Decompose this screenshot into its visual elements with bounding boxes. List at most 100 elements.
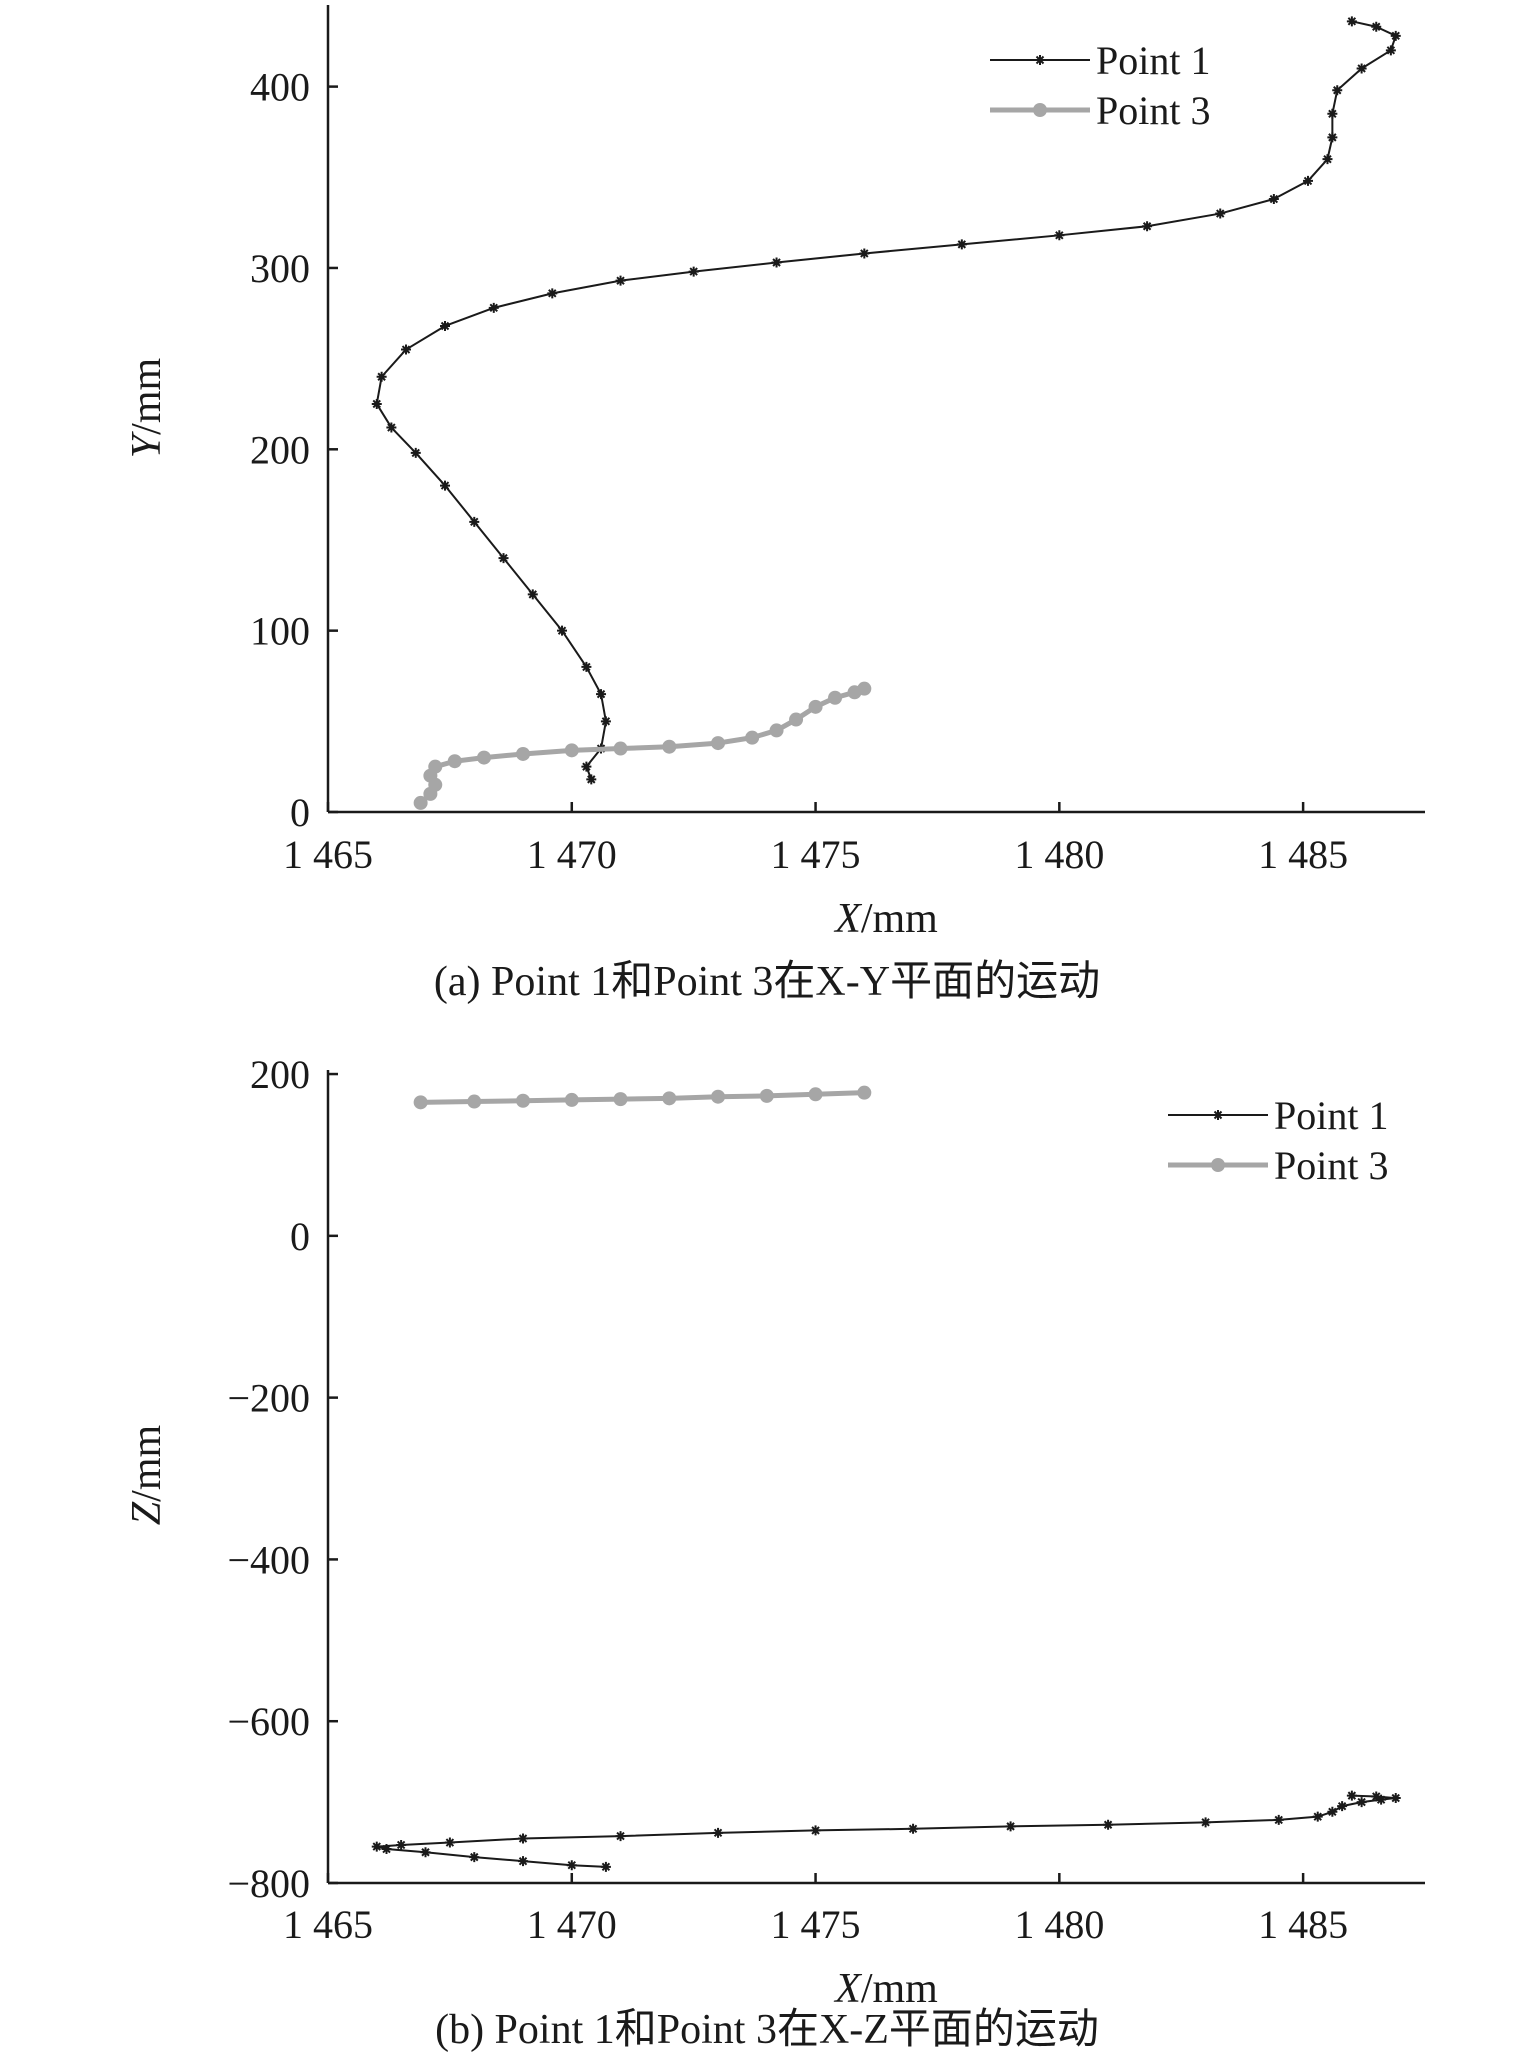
data-point-marker [413,1095,428,1110]
x-tick-label: 1 480 [1014,1902,1104,1947]
data-point-marker [1346,16,1357,27]
data-point-marker [488,302,499,313]
data-point-marker [1322,154,1333,165]
data-point-marker [808,699,823,714]
data-point-marker [596,689,607,700]
data-point-marker [1327,132,1338,143]
data-point-marker [547,288,558,299]
legend-marker [1211,1158,1225,1172]
data-point-marker [1302,175,1313,186]
data-point-marker [469,516,480,527]
data-point-marker [518,1856,529,1867]
data-point-marker [1371,1791,1382,1802]
data-point-marker [410,447,421,458]
data-point-marker [662,739,677,754]
legend-marker [1035,55,1045,65]
x-tick-label: 1 485 [1258,832,1348,877]
y-tick-label: 200 [250,1052,310,1097]
legend-marker [1033,103,1047,117]
legend-label: Point 1 [1096,38,1210,83]
y-axis-label: Z/mm [124,1424,170,1525]
data-point-marker [467,1094,482,1109]
data-point-marker [828,690,843,705]
y-axis-label: Y/mm [124,357,170,458]
legend-label: Point 3 [1096,88,1210,133]
data-point-marker [420,1847,431,1858]
data-point-marker [759,1088,774,1103]
data-point-marker [1356,63,1367,74]
data-point-marker [477,750,492,765]
x-tick-label: 1 465 [283,1902,373,1947]
data-point-marker [516,1093,531,1108]
data-point-marker [516,746,531,761]
data-point-marker [381,1844,392,1855]
data-point-marker [769,723,784,738]
y-tick-label: −200 [227,1376,310,1421]
data-point-marker [527,589,538,600]
x-tick-label: 1 475 [771,832,861,877]
series-line-point-3 [418,686,867,806]
data-point-marker [1200,1817,1211,1828]
data-point-marker [1356,1797,1367,1808]
data-point-marker [498,553,509,564]
y-tick-label: −600 [227,1699,310,1744]
data-point-marker [771,257,782,268]
data-point-marker [789,712,804,727]
x-axis-label: X/mm [833,1966,938,2012]
y-tick-label: 100 [250,609,310,654]
data-point-marker [956,239,967,250]
y-tick-label: 0 [290,790,310,835]
data-point-marker [440,480,451,491]
panel-xz: 1 465 1 470 1 475 1 480 1 485 −800 −600 −400 −20… [124,1052,1425,2053]
data-point-marker [745,730,760,745]
data-point-marker [376,371,387,382]
data-point-marker [600,1861,611,1872]
data-point-marker [688,266,699,277]
data-point-marker [711,736,726,751]
legend-label: Point 3 [1274,1143,1388,1188]
data-point-marker [1268,194,1279,205]
data-point-marker [1390,30,1401,41]
x-tick-label: 1 475 [771,1902,861,1947]
data-point-marker [711,1089,726,1104]
x-tick-label: 1 485 [1258,1902,1348,1947]
data-point-marker [371,1841,382,1852]
data-point-marker [1385,45,1396,56]
data-point-marker [1054,230,1065,241]
data-point-marker [428,759,443,774]
data-point-marker [1312,1811,1323,1822]
data-point-marker [1142,221,1153,232]
data-point-marker [857,1085,872,1100]
data-point-marker [1390,1793,1401,1804]
data-point-marker [1376,1794,1387,1805]
data-point-marker [581,761,592,772]
data-point-marker [613,1092,628,1107]
series-line-point-1 [375,20,1397,781]
data-point-marker [557,625,568,636]
y-tick-label: 300 [250,246,310,291]
data-point-marker [1327,1806,1338,1817]
data-point-marker [371,398,382,409]
y-tick-label: 400 [250,65,310,110]
figure-caption: (b) Point 1和Point 3在X-Z平面的运动 [435,2007,1099,2053]
x-axis-label: X/mm [833,896,938,942]
panel-xy: 1 465 1 470 1 475 1 480 1 485 0 100 200 300 400 X/… [124,5,1425,1005]
data-point-marker [440,320,451,331]
data-point-marker [662,1091,677,1106]
x-tick-label: 1 480 [1014,832,1104,877]
data-point-marker [615,1831,626,1842]
legend-label: Point 1 [1274,1093,1388,1138]
data-point-marker [564,1092,579,1107]
data-point-marker [1346,1790,1357,1801]
data-point-marker [600,716,611,727]
data-point-marker [713,1827,724,1838]
series-line-point-3 [418,1090,867,1105]
data-point-marker [1332,85,1343,96]
y-tick-label: 200 [250,427,310,472]
data-point-marker [613,741,628,756]
figure-caption: (a) Point 1和Point 3在X-Y平面的运动 [434,959,1100,1005]
data-point-marker [1371,21,1382,32]
x-tick-label: 1 470 [527,832,617,877]
x-tick-label: 1 470 [527,1902,617,1947]
data-point-marker [413,795,428,810]
